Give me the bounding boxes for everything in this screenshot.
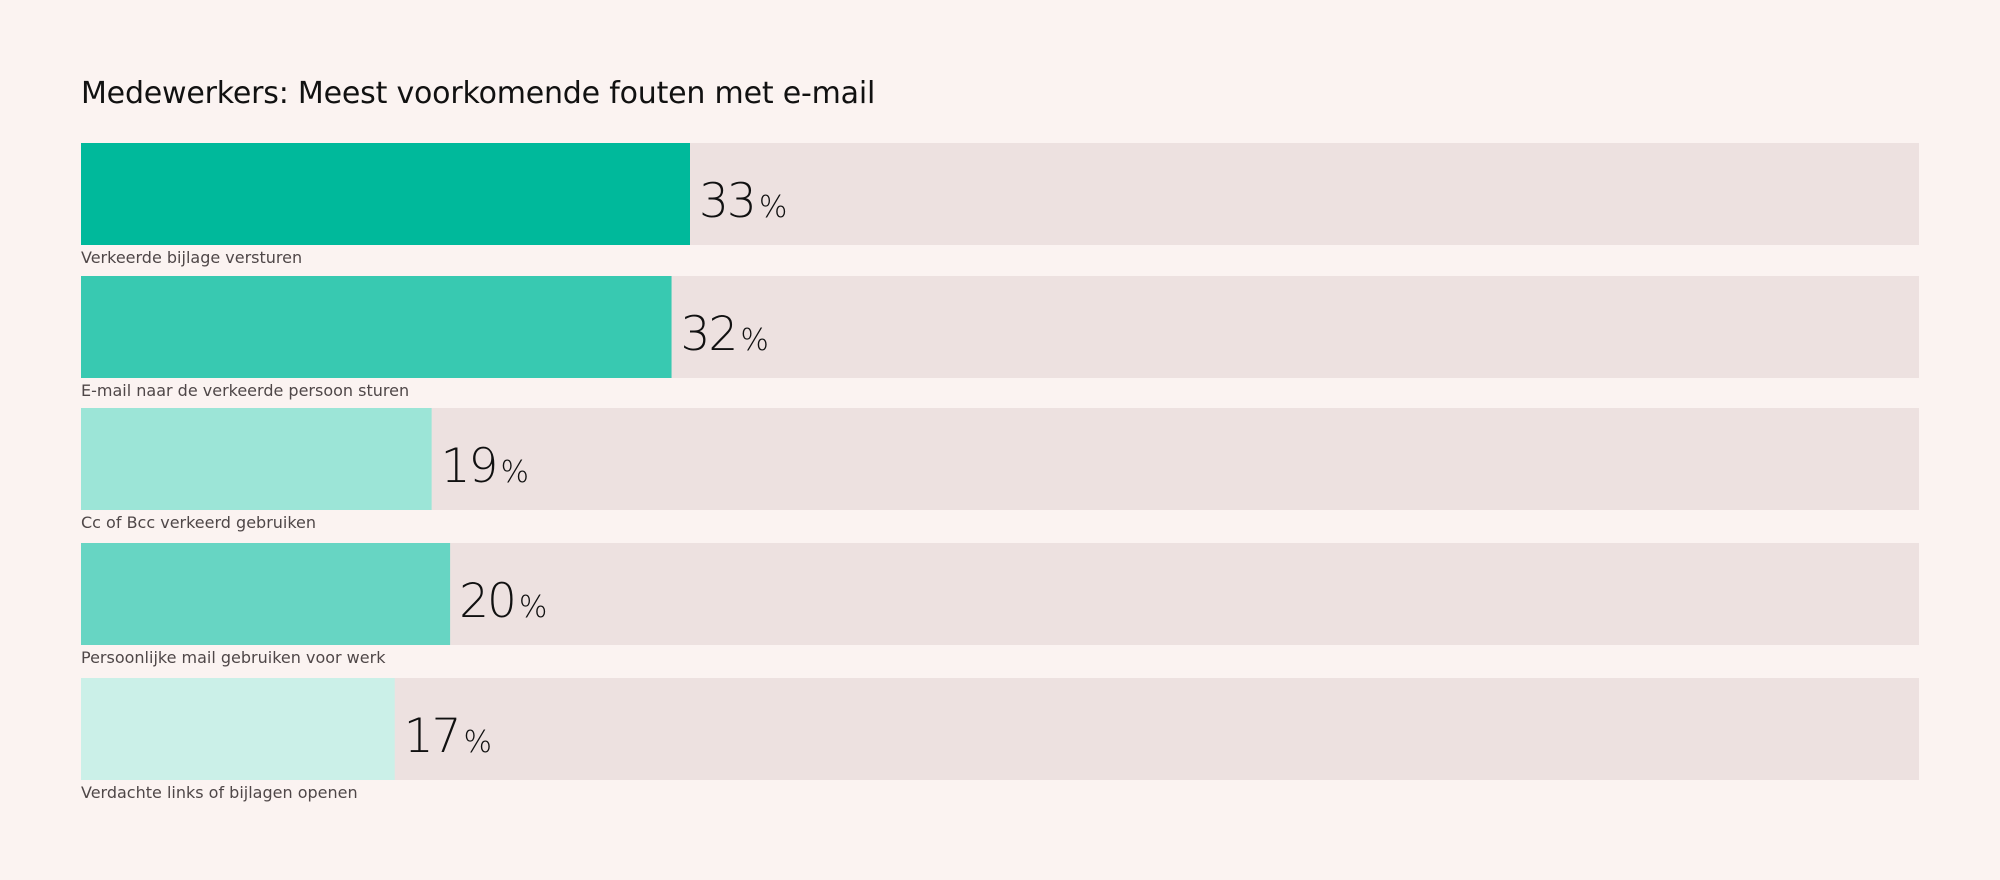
data-label-unit: % (464, 725, 493, 760)
data-label: 32% (681, 307, 769, 362)
data-label-unit: % (519, 590, 548, 625)
bar-row: 17 % Verdachte links of bijlagen openen (81, 678, 1919, 802)
bar (81, 543, 451, 645)
category-label: Persoonlijke mail gebruiken voor werk (81, 648, 386, 667)
category-label: Verkeerde bijlage versturen (81, 248, 302, 267)
data-label: 19% (441, 439, 529, 494)
data-label-value: 32 (681, 307, 737, 362)
data-label-unit: % (500, 455, 529, 490)
data-label: 20% (459, 574, 547, 629)
data-label-value: 19 (441, 439, 497, 494)
data-label-unit: % (740, 323, 769, 358)
bar (81, 678, 395, 780)
bar-row: 33 % Verkeerde bijlage versturen (81, 143, 1919, 267)
category-label: Verdachte links of bijlagen openen (81, 783, 358, 802)
data-label-unit: % (759, 190, 788, 225)
bar (81, 276, 672, 378)
bar-row: 19 % Cc of Bcc verkeerd gebruiken (81, 408, 1919, 532)
data-label: 33% (699, 174, 787, 229)
category-label: E-mail naar de verkeerde persoon sturen (81, 381, 409, 400)
chart-title: Medewerkers: Meest voorkomende fouten me… (81, 76, 876, 111)
bar (81, 408, 432, 510)
bar-row: 32 % E-mail naar de verkeerde persoon stur… (81, 276, 1919, 400)
category-label: Cc of Bcc verkeerd gebruiken (81, 513, 316, 532)
data-label: 17% (404, 709, 492, 764)
bar-row: 20 % Persoonlijke mail gebruiken voor werk (81, 543, 1919, 667)
bar (81, 143, 690, 245)
data-label-value: 17 (404, 709, 460, 764)
data-label-value: 20 (459, 574, 515, 629)
data-label-value: 33 (699, 174, 755, 229)
